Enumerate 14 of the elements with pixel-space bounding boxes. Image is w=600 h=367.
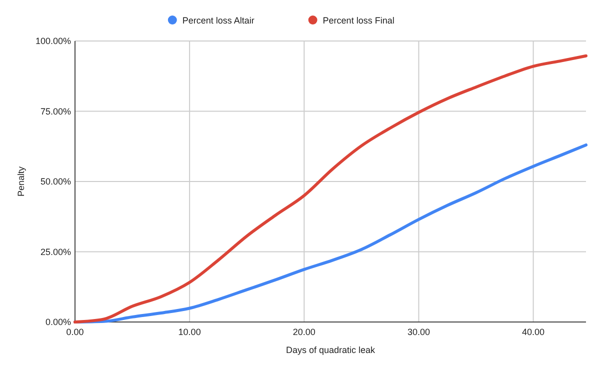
y-tick-label: 100.00% — [35, 36, 71, 46]
x-axis-title: Days of quadratic leak — [286, 345, 376, 355]
x-tick-label: 30.00 — [407, 327, 430, 337]
y-tick-label: 0.00% — [45, 317, 71, 327]
y-tick-label: 75.00% — [40, 106, 71, 116]
x-tick-label: 40.00 — [522, 327, 545, 337]
x-tick-label: 0.00 — [66, 327, 84, 337]
y-axis-title: Penalty — [16, 166, 26, 197]
x-tick-label: 10.00 — [178, 327, 201, 337]
x-tick-label: 20.00 — [292, 327, 316, 337]
legend-label: Percent loss Altair — [182, 16, 254, 26]
y-tick-label: 50.00% — [40, 176, 71, 186]
y-tick-label: 25.00% — [40, 246, 71, 257]
legend-label: Percent loss Final — [322, 16, 394, 26]
